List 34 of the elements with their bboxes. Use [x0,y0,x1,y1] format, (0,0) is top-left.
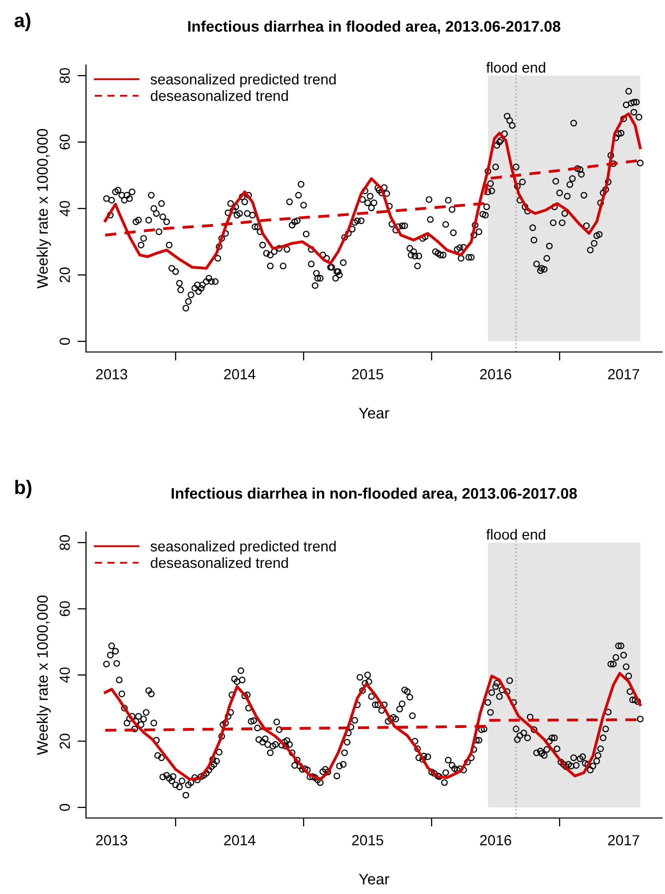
x-tick-label: 2014 [224,835,256,846]
x-tick-label: 2013 [96,369,128,380]
y-tick-label: 0 [60,804,70,811]
y-tick-label: 60 [60,601,70,616]
y-tick-label: 60 [60,134,70,150]
x-tick-label: 2015 [352,369,384,380]
chart-title: Infectious diarrhea in flooded area, 2013.06-2017.08 [188,20,560,34]
y-tick-label: 80 [60,535,70,550]
y-tick-label: 80 [60,68,70,84]
x-tick-label: 2017 [608,835,640,846]
legend-label: deseasonalized trend [150,557,288,568]
x-tick-label: 2016 [480,369,512,380]
legend-label: seasonalized predicted trend [150,540,336,554]
y-tick-label: 40 [60,667,70,683]
y-tick-label: 40 [60,200,70,216]
y-tick-label: 0 [60,338,70,345]
y-tick-label: 20 [60,267,70,282]
y-axis-title: Weekly rate x 1000,000 [36,595,51,756]
text: a) [14,12,30,32]
y-axis-title: Weekly rate x 1000,000 [36,128,51,289]
text: b) [15,480,32,498]
x-tick-label: 2016 [480,835,512,846]
ref-line-label: flood end [486,62,546,73]
x-tick-label: 2017 [608,369,640,380]
x-tick-label: 2015 [352,835,384,846]
x-tick-label: 2014 [224,369,256,380]
legend-label: seasonalized predicted trend [150,74,336,88]
y-tick-label: 20 [60,734,70,749]
ref-line-label: flood end [486,529,546,540]
x-axis-title: Year [358,874,390,884]
chart-title: Infectious diarrhea in non-flooded area, 2013.06-2017.08 [172,488,577,502]
legend-label: deseasonalized trend [150,90,288,101]
x-tick-label: 2013 [96,835,128,846]
x-axis-title: Year [358,408,390,418]
